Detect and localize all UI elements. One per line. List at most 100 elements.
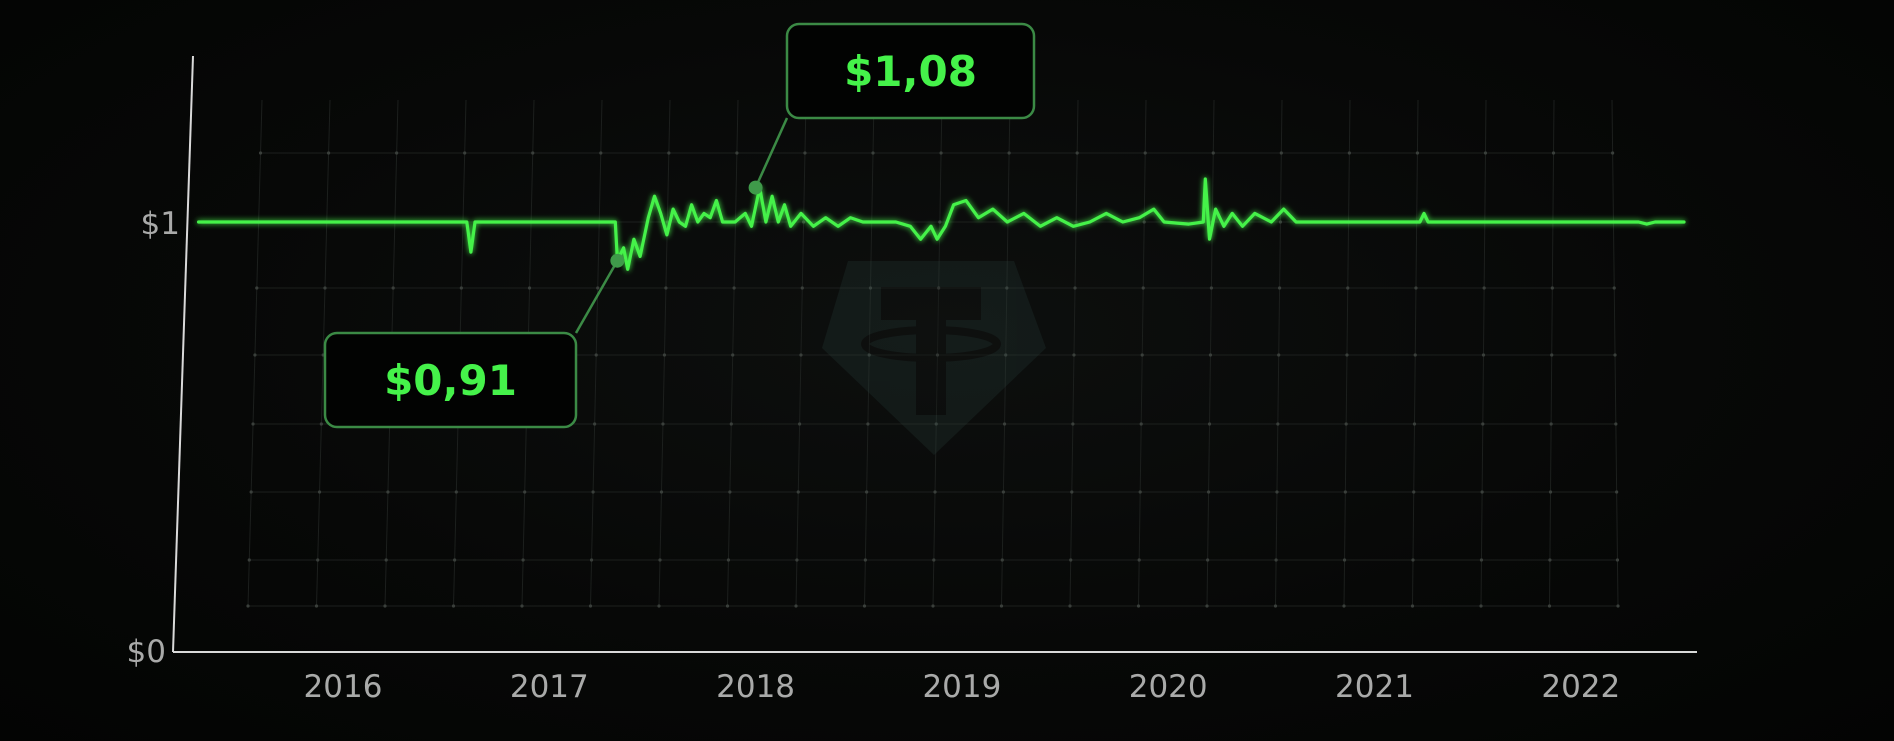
grid-line-vertical: [932, 99, 943, 607]
grid-dot: [867, 353, 871, 357]
grid-dot: [800, 286, 804, 290]
grid-dot: [383, 604, 387, 608]
grid-dot: [1550, 286, 1554, 290]
grid-line-vertical: [316, 99, 331, 607]
grid-dot: [1277, 286, 1282, 290]
grid-dot: [1346, 286, 1350, 290]
grid-dot: [1345, 353, 1349, 357]
grid-dot: [246, 604, 250, 608]
grid-dot: [1073, 286, 1077, 290]
grid-line-vertical: [1343, 99, 1351, 607]
grid-dot: [1069, 558, 1073, 562]
grid-dot: [1072, 353, 1076, 357]
grid-dot: [527, 286, 532, 290]
grid-line-vertical: [1138, 99, 1147, 607]
grid-dot: [1342, 604, 1346, 608]
grid-dot: [391, 286, 395, 290]
grid-dot: [932, 558, 936, 562]
grid-dot: [451, 604, 456, 608]
grid-dot: [735, 151, 739, 155]
grid-dot: [871, 151, 875, 155]
grid-dot: [939, 151, 943, 155]
grid-dot: [1005, 286, 1009, 290]
grid-line-vertical: [1206, 99, 1215, 607]
grid-dot: [866, 422, 870, 426]
grid-dot: [1278, 220, 1283, 224]
grid-dot: [935, 353, 940, 357]
callout-marker: [610, 253, 625, 268]
grid-dot: [1411, 558, 1415, 562]
grid-dot: [1615, 490, 1619, 494]
grid-dot: [1615, 558, 1620, 562]
callout-connector: [574, 260, 619, 334]
grid-dot: [395, 151, 399, 155]
callout-label: $0,91: [384, 356, 517, 405]
grid-dot: [594, 353, 598, 357]
callout-box: [323, 331, 578, 429]
grid-line-vertical: [1611, 99, 1619, 607]
grid-dot: [1548, 490, 1553, 494]
grid-dot: [531, 151, 535, 155]
grid-dot: [1071, 422, 1075, 426]
grid-dot: [386, 490, 390, 494]
grid-dot: [1143, 151, 1147, 155]
grid-dot: [1209, 286, 1213, 290]
grid-dot: [1206, 558, 1210, 562]
grid-dot: [258, 151, 263, 155]
grid-dot: [1136, 604, 1141, 608]
grid-dot: [726, 558, 731, 562]
grid-dot: [1343, 490, 1347, 494]
series-line: [197, 177, 1686, 271]
grid-dot: [253, 353, 257, 357]
grid-line-vertical: [1001, 99, 1011, 607]
grid-dot: [1481, 353, 1486, 357]
grid-dot: [1612, 286, 1616, 290]
grid-dot: [661, 422, 665, 426]
grid-dot: [1070, 490, 1074, 494]
grid-dot: [931, 604, 935, 608]
x-tick-label: 2018: [716, 669, 795, 705]
grid-dot: [520, 604, 524, 608]
grid-dot: [999, 604, 1004, 608]
grid-dot: [1613, 353, 1617, 357]
grid-dot: [588, 604, 593, 608]
grid-dot: [1273, 604, 1278, 608]
grid-dot: [795, 558, 799, 562]
grid-dot: [316, 558, 320, 562]
grid-dot: [326, 151, 331, 155]
grid-dot: [251, 422, 255, 426]
grid-dot: [596, 286, 600, 290]
grid-dot: [463, 151, 467, 155]
grid-dot: [1616, 604, 1620, 608]
grid-dot: [1007, 151, 1011, 155]
grid-dot: [1142, 220, 1146, 224]
axis-ticks: 2016 2017 2018 2019 2020 2021 2022 $0 $1: [127, 206, 1621, 705]
grid-dot: [1548, 558, 1552, 562]
grid-dot: [1276, 422, 1280, 426]
x-tick-label: 2017: [510, 669, 589, 705]
grid-dot: [384, 558, 388, 562]
grid-dot: [1208, 353, 1213, 357]
grid-line-vertical: [1480, 99, 1487, 607]
grid-dot: [1344, 422, 1348, 426]
grid-dot: [1277, 353, 1281, 357]
grid-line-vertical: [247, 99, 263, 607]
grid-dot: [1068, 604, 1072, 608]
grid-dot: [729, 422, 733, 426]
grid-dot: [1480, 490, 1484, 494]
watermark-logo: [822, 261, 1046, 455]
y-tick-label: $0: [127, 634, 166, 670]
grid-dot: [1075, 151, 1079, 155]
grid-dot: [314, 604, 319, 608]
grid-dot: [937, 286, 941, 290]
grid-dot: [589, 558, 594, 562]
grid-dot: [1482, 286, 1486, 290]
grid-dot: [1001, 490, 1006, 494]
grid-dot: [794, 604, 798, 608]
grid-dot: [728, 490, 732, 494]
grid-dot: [725, 604, 730, 608]
callout-connector: [754, 117, 789, 189]
grid-dot: [1413, 353, 1417, 357]
grid-dot: [1274, 558, 1278, 562]
